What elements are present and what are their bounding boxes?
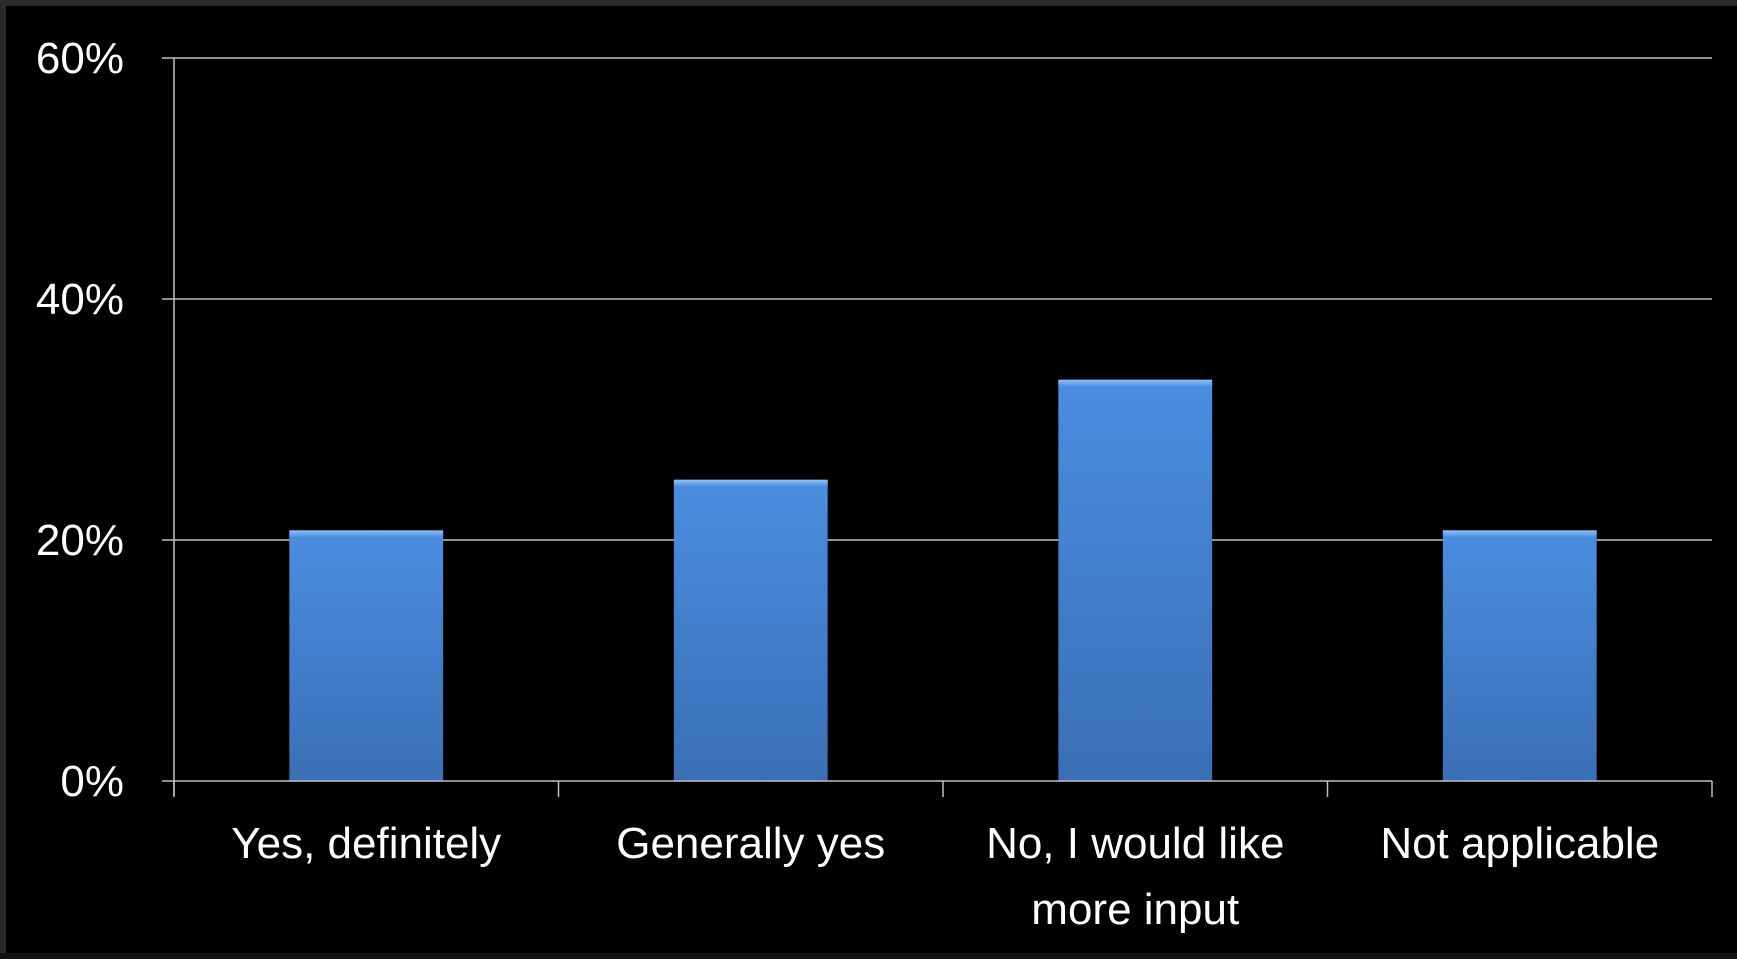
x-category-label: Yes, definitely <box>231 819 501 868</box>
bars <box>289 379 1597 781</box>
y-axis-tick-labels: 0% 20% 40% 60% <box>36 34 124 806</box>
y-tick-label: 60% <box>36 34 124 83</box>
bar-body <box>673 479 828 781</box>
x-axis-category-labels: Yes, definitely Generally yes No, I would … <box>231 819 1659 934</box>
bar-bevel <box>673 479 828 487</box>
x-category-label: Generally yes <box>616 819 885 868</box>
x-category-label-line: Not applicable <box>1380 819 1659 868</box>
x-category-label-line: Yes, definitely <box>231 819 501 868</box>
bar <box>1058 379 1213 781</box>
bar-body <box>1442 530 1597 781</box>
axes <box>173 58 1713 797</box>
bar-body <box>289 530 444 781</box>
bar-body <box>1058 379 1213 781</box>
x-category-label-line: No, I would like <box>986 819 1284 868</box>
x-category-label: No, I would like more input <box>986 819 1284 934</box>
x-category-label-line: Generally yes <box>616 819 885 868</box>
x-category-label-line: more input <box>1031 885 1239 934</box>
bar-bevel <box>289 530 444 538</box>
y-tick-label: 20% <box>36 516 124 565</box>
bar <box>1442 530 1597 781</box>
y-tick-label: 0% <box>60 757 124 806</box>
bar-bevel <box>1058 379 1213 387</box>
bar-chart: 0% 20% 40% 60% Yes, definitely Generally yes… <box>36 34 1713 934</box>
bar <box>673 479 828 781</box>
y-tick-label: 40% <box>36 275 124 324</box>
bar-bevel <box>1442 530 1597 538</box>
bar <box>289 530 444 781</box>
x-category-label: Not applicable <box>1380 819 1659 868</box>
